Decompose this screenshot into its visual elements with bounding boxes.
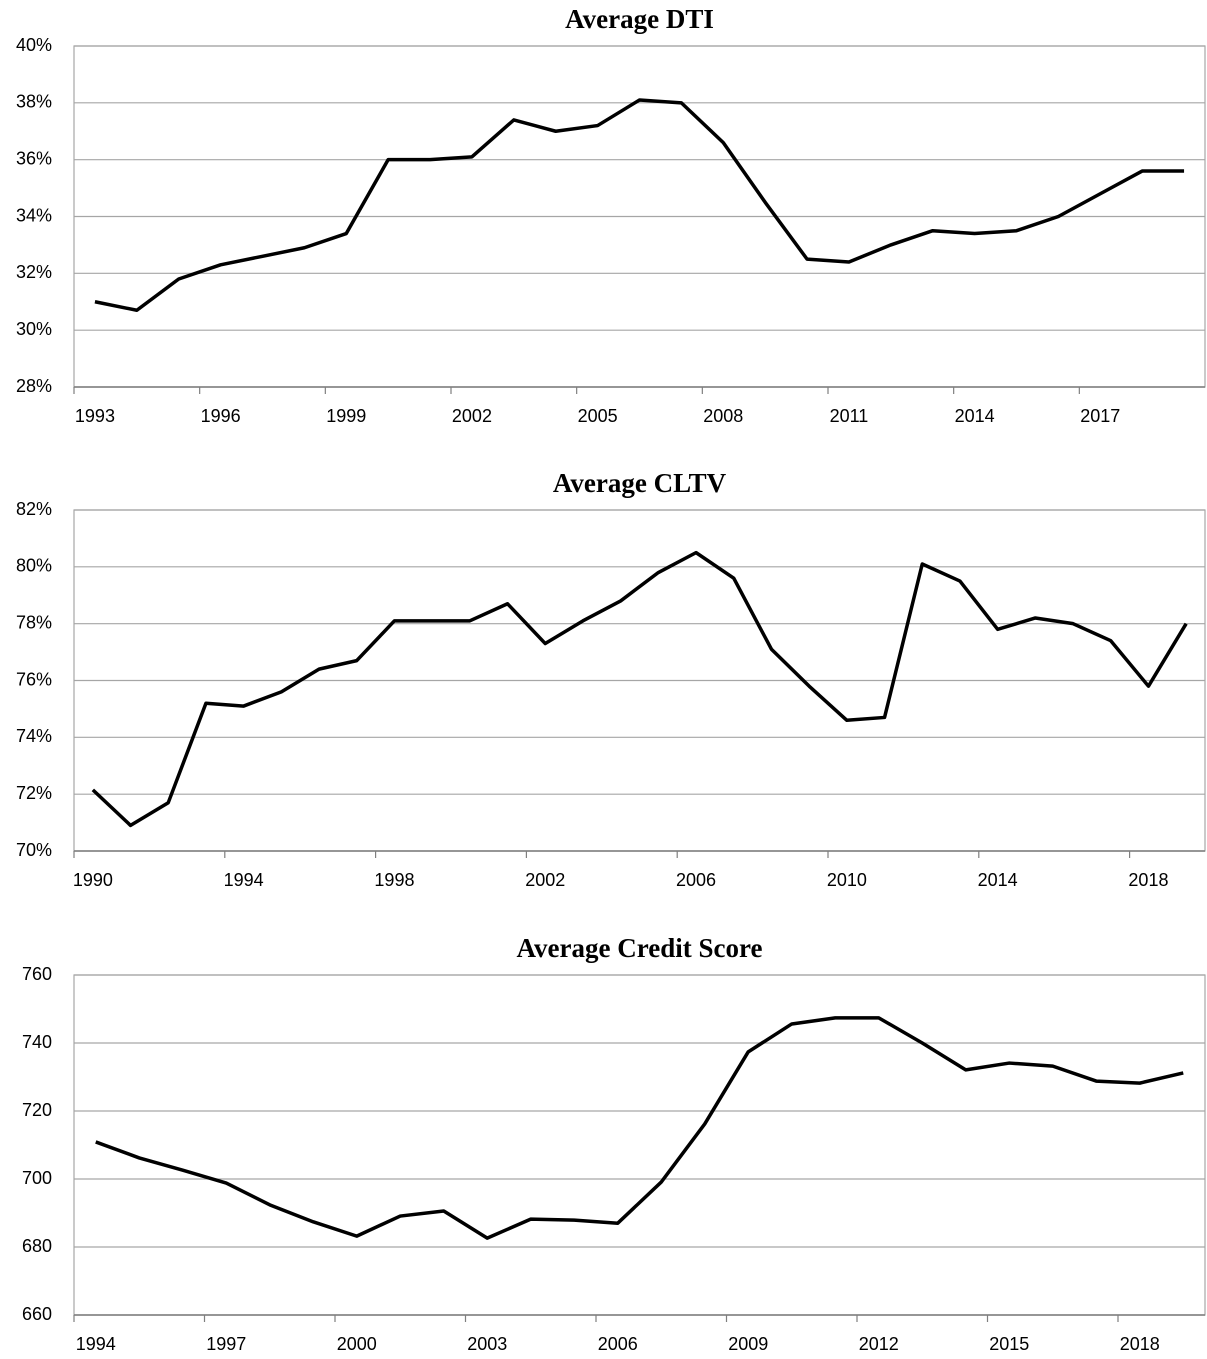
y-tick-label: 700	[22, 1168, 52, 1188]
x-tick-label: 2008	[703, 406, 743, 426]
x-tick-label: 1993	[75, 406, 115, 426]
x-tick-label: 2010	[827, 870, 867, 890]
x-tick-label: 1997	[206, 1334, 246, 1354]
data-line	[91, 550, 1188, 828]
y-tick-label: 80%	[16, 556, 52, 576]
chart-title: Average Credit Score	[517, 933, 763, 963]
x-tick-label: 2014	[978, 870, 1018, 890]
x-tick-label: 2009	[728, 1334, 768, 1354]
y-tick-label: 740	[22, 1032, 52, 1052]
x-tick-label: 1990	[73, 870, 113, 890]
x-tick-label: 2018	[1120, 1334, 1160, 1354]
x-tick-label: 1998	[374, 870, 414, 890]
x-tick-label: 2014	[955, 406, 995, 426]
y-tick-label: 40%	[16, 35, 52, 55]
x-tick-label: 2018	[1128, 870, 1168, 890]
x-tick-label: 1999	[326, 406, 366, 426]
y-tick-label: 38%	[16, 92, 52, 112]
x-tick-label: 1994	[76, 1334, 116, 1354]
x-tick-label: 2012	[859, 1334, 899, 1354]
chart-title: Average CLTV	[553, 468, 727, 498]
y-tick-label: 660	[22, 1304, 52, 1324]
y-tick-label: 34%	[16, 205, 52, 225]
data-line	[95, 1016, 1184, 1240]
x-tick-label: 2017	[1080, 406, 1120, 426]
x-tick-label: 2003	[467, 1334, 507, 1354]
y-tick-label: 30%	[16, 319, 52, 339]
x-tick-label: 2005	[578, 406, 618, 426]
y-tick-label: 74%	[16, 726, 52, 746]
y-tick-label: 760	[22, 964, 52, 984]
x-tick-label: 2011	[830, 406, 869, 426]
x-tick-label: 2002	[452, 406, 492, 426]
y-tick-label: 76%	[16, 669, 52, 689]
data-line	[94, 98, 1185, 313]
y-tick-label: 36%	[16, 148, 52, 168]
y-tick-label: 32%	[16, 262, 52, 282]
x-tick-label: 2015	[989, 1334, 1029, 1354]
y-tick-label: 28%	[16, 376, 52, 396]
y-tick-label: 680	[22, 1236, 52, 1256]
x-tick-label: 1994	[224, 870, 264, 890]
y-tick-label: 70%	[16, 840, 52, 860]
plot-frame	[73, 974, 1206, 1316]
chart-title: Average DTI	[565, 4, 714, 34]
y-tick-label: 78%	[16, 612, 52, 632]
x-tick-label: 2006	[598, 1334, 638, 1354]
y-tick-label: 720	[22, 1100, 52, 1120]
x-tick-label: 1996	[201, 406, 241, 426]
x-tick-label: 2006	[676, 870, 716, 890]
y-tick-label: 72%	[16, 783, 52, 803]
y-tick-label: 82%	[16, 499, 52, 519]
x-tick-label: 2002	[525, 870, 565, 890]
x-tick-label: 2000	[337, 1334, 377, 1354]
